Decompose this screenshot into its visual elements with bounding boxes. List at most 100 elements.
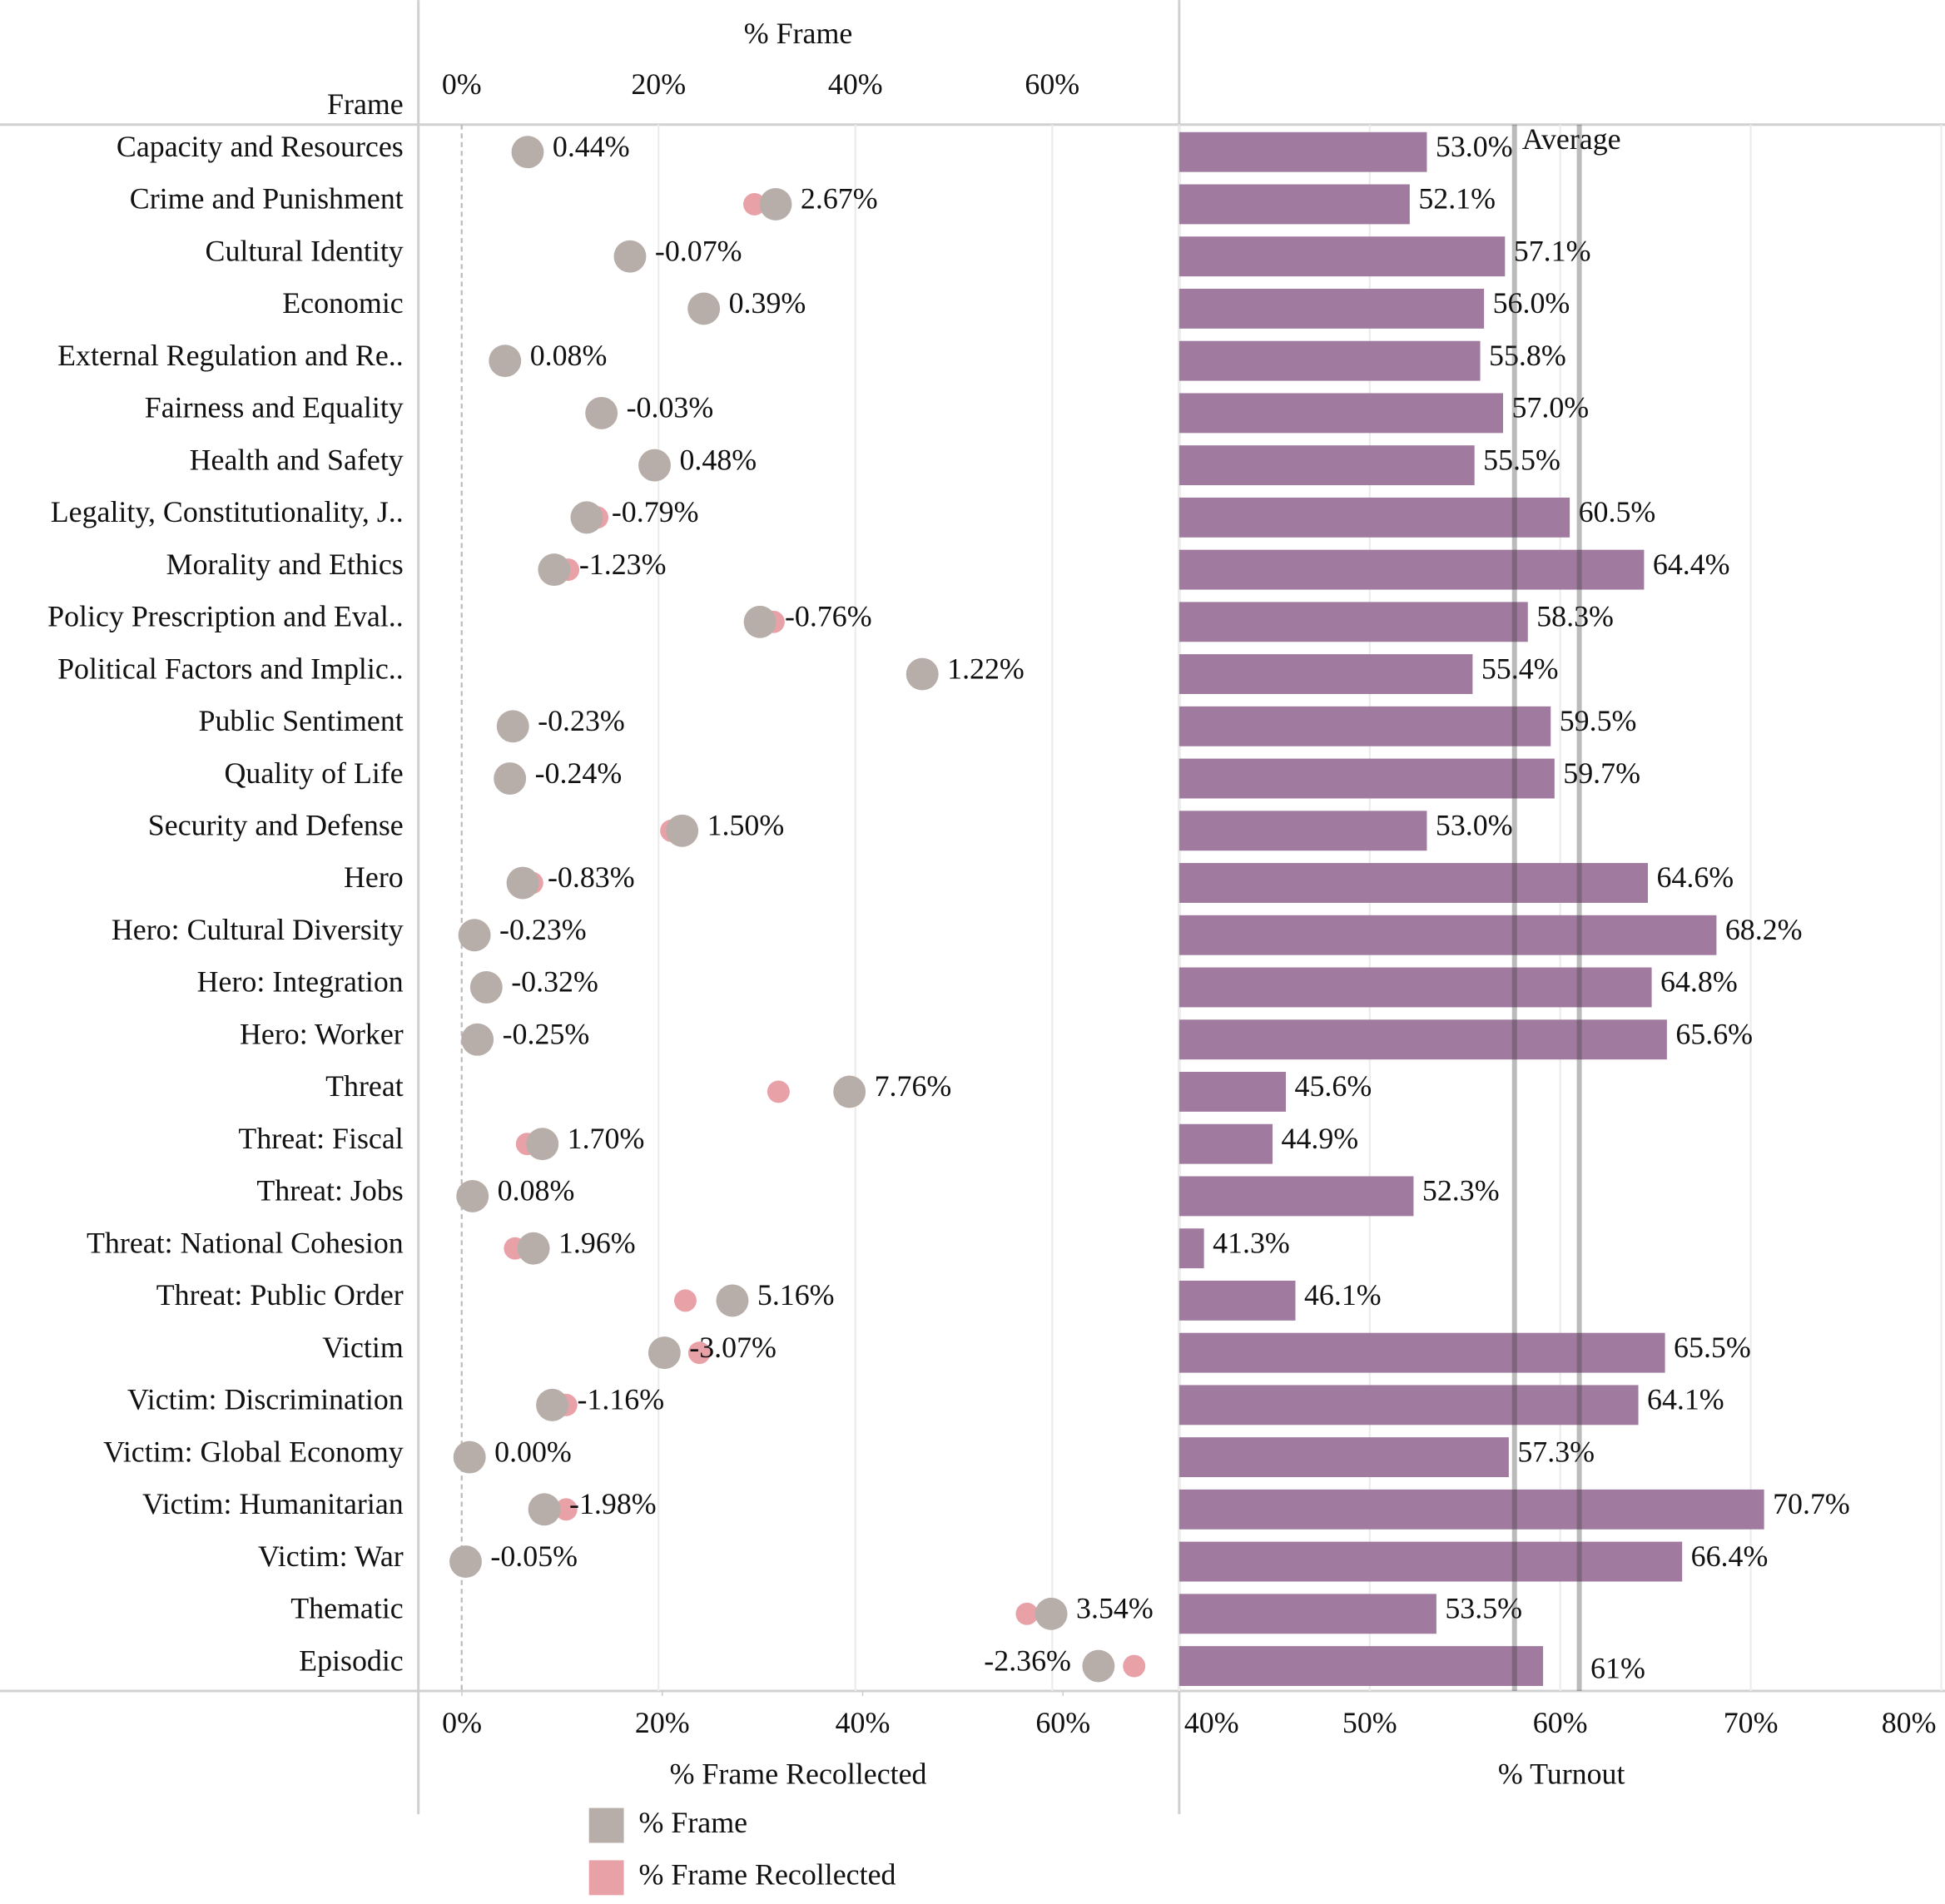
turnout-bar [1178, 1280, 1296, 1321]
row-label: Victim: Global Economy [103, 1435, 404, 1468]
turnout-label: 55.8% [1489, 339, 1566, 372]
difference-label: 1.22% [947, 652, 1025, 685]
turnout-bar [1178, 497, 1570, 538]
turnout-label: 58.3% [1536, 600, 1614, 633]
turnout-bar [1178, 393, 1504, 434]
top-tick-label: 0% [442, 67, 482, 101]
frame-dot [494, 762, 527, 795]
difference-label: 0.48% [679, 443, 757, 476]
row-label: Fairness and Equality [145, 391, 404, 424]
row-label: Victim: Humanitarian [142, 1487, 404, 1520]
turnout-label: 44.9% [1282, 1122, 1359, 1155]
turnout-label: 59.7% [1563, 756, 1640, 790]
difference-label: -0.32% [511, 965, 598, 999]
frame-dot [585, 396, 618, 429]
row-label: Policy Prescription and Eval.. [47, 600, 404, 633]
recollected-dot [674, 1289, 697, 1312]
turnout-label: 68.2% [1725, 913, 1803, 946]
turnout-bar [1178, 654, 1473, 695]
top-axis-title: % Frame [744, 17, 853, 50]
frame-dot [449, 1545, 482, 1579]
turnout-label: 52.1% [1418, 182, 1496, 216]
turnout-tick-label: 60% [1533, 1706, 1588, 1739]
turnout-label: 57.0% [1511, 391, 1589, 424]
frame-dot [570, 501, 603, 534]
row-label: Crime and Punishment [130, 182, 404, 216]
frame-dot [517, 1232, 550, 1265]
turnout-bar [1178, 602, 1528, 642]
legend-label: % Frame [639, 1806, 748, 1839]
turnout-label: 45.6% [1295, 1069, 1372, 1103]
bottom-axis-title: % Frame Recollected [670, 1757, 927, 1790]
legend-swatch [588, 1860, 624, 1896]
reference-label: Average [1522, 122, 1621, 156]
bottom-tick-label: 40% [836, 1706, 891, 1739]
difference-label: 5.16% [757, 1278, 835, 1311]
row-label: Victim: War [258, 1540, 404, 1573]
difference-label: -2.36% [984, 1644, 1071, 1677]
difference-label: -0.24% [535, 756, 623, 790]
row-label: Episodic [299, 1644, 404, 1677]
turnout-label: 56.0% [1493, 286, 1570, 320]
turnout-label: 53.5% [1445, 1592, 1522, 1625]
turnout-bar [1178, 288, 1485, 329]
difference-label: 0.00% [494, 1435, 572, 1468]
turnout-label: 41.3% [1213, 1226, 1290, 1259]
turnout-label: 55.5% [1483, 443, 1560, 476]
turnout-tick-label: 40% [1184, 1706, 1239, 1739]
row-label: External Regulation and Re.. [57, 339, 404, 372]
frame-dot [506, 866, 539, 900]
frame-dot [469, 971, 503, 1004]
frame-dot [906, 657, 939, 691]
turnout-bar [1178, 131, 1427, 172]
frame-dot [648, 1336, 681, 1370]
frame-dot [687, 292, 721, 325]
row-label: Health and Safety [190, 443, 404, 476]
turnout-tick-label: 80% [1882, 1706, 1937, 1739]
difference-label: 7.76% [875, 1069, 952, 1103]
frame-dot [496, 710, 529, 743]
bottom-tick-label: 20% [635, 1706, 690, 1739]
row-label: Victim [322, 1331, 404, 1364]
row-label: Hero: Cultural Diversity [112, 913, 404, 946]
turnout-bar [1178, 549, 1645, 590]
frame-dot [833, 1075, 866, 1108]
frame-dot [453, 1440, 486, 1474]
frame-dot [458, 919, 491, 952]
turnout-bar [1178, 915, 1717, 955]
bottom-tick-label: 60% [1035, 1706, 1090, 1739]
turnout-bar [1178, 758, 1555, 799]
recollected-dot [767, 1080, 790, 1103]
difference-label: -0.07% [655, 234, 742, 267]
row-label: Security and Defense [148, 809, 404, 842]
turnout-tick-label: 70% [1724, 1706, 1779, 1739]
difference-label: -0.05% [490, 1540, 578, 1573]
frame-dot [511, 136, 544, 169]
turnout-label: 55.4% [1481, 652, 1559, 685]
row-label: Threat: Jobs [256, 1174, 403, 1207]
difference-label: 0.08% [530, 339, 608, 372]
turnout-bar [1178, 1072, 1287, 1112]
difference-label: -0.03% [627, 391, 714, 424]
legend-label: % Frame Recollected [639, 1858, 896, 1892]
turnout-bar [1178, 1123, 1273, 1164]
frame-dot [743, 605, 777, 638]
turnout-bar [1178, 1489, 1764, 1530]
row-label: Threat: Public Order [156, 1278, 404, 1311]
turnout-label: 64.6% [1656, 860, 1734, 894]
frame-dot [666, 814, 699, 847]
row-label: Legality, Constitutionality, J.. [51, 495, 404, 528]
row-label: Public Sentiment [199, 704, 404, 737]
turnout-bar [1178, 445, 1475, 486]
turnout-bar [1178, 1176, 1414, 1217]
turnout-label: 52.3% [1422, 1174, 1500, 1207]
turnout-label: 57.3% [1517, 1435, 1595, 1468]
row-label: Economic [282, 286, 404, 320]
difference-label: 0.44% [553, 130, 630, 163]
turnout-bar [1178, 967, 1652, 1008]
difference-label: 1.96% [558, 1226, 636, 1259]
frame-dot [638, 449, 671, 482]
frame-dot [526, 1128, 559, 1161]
row-label: Hero: Worker [240, 1017, 404, 1050]
turnout-bar [1178, 340, 1481, 381]
